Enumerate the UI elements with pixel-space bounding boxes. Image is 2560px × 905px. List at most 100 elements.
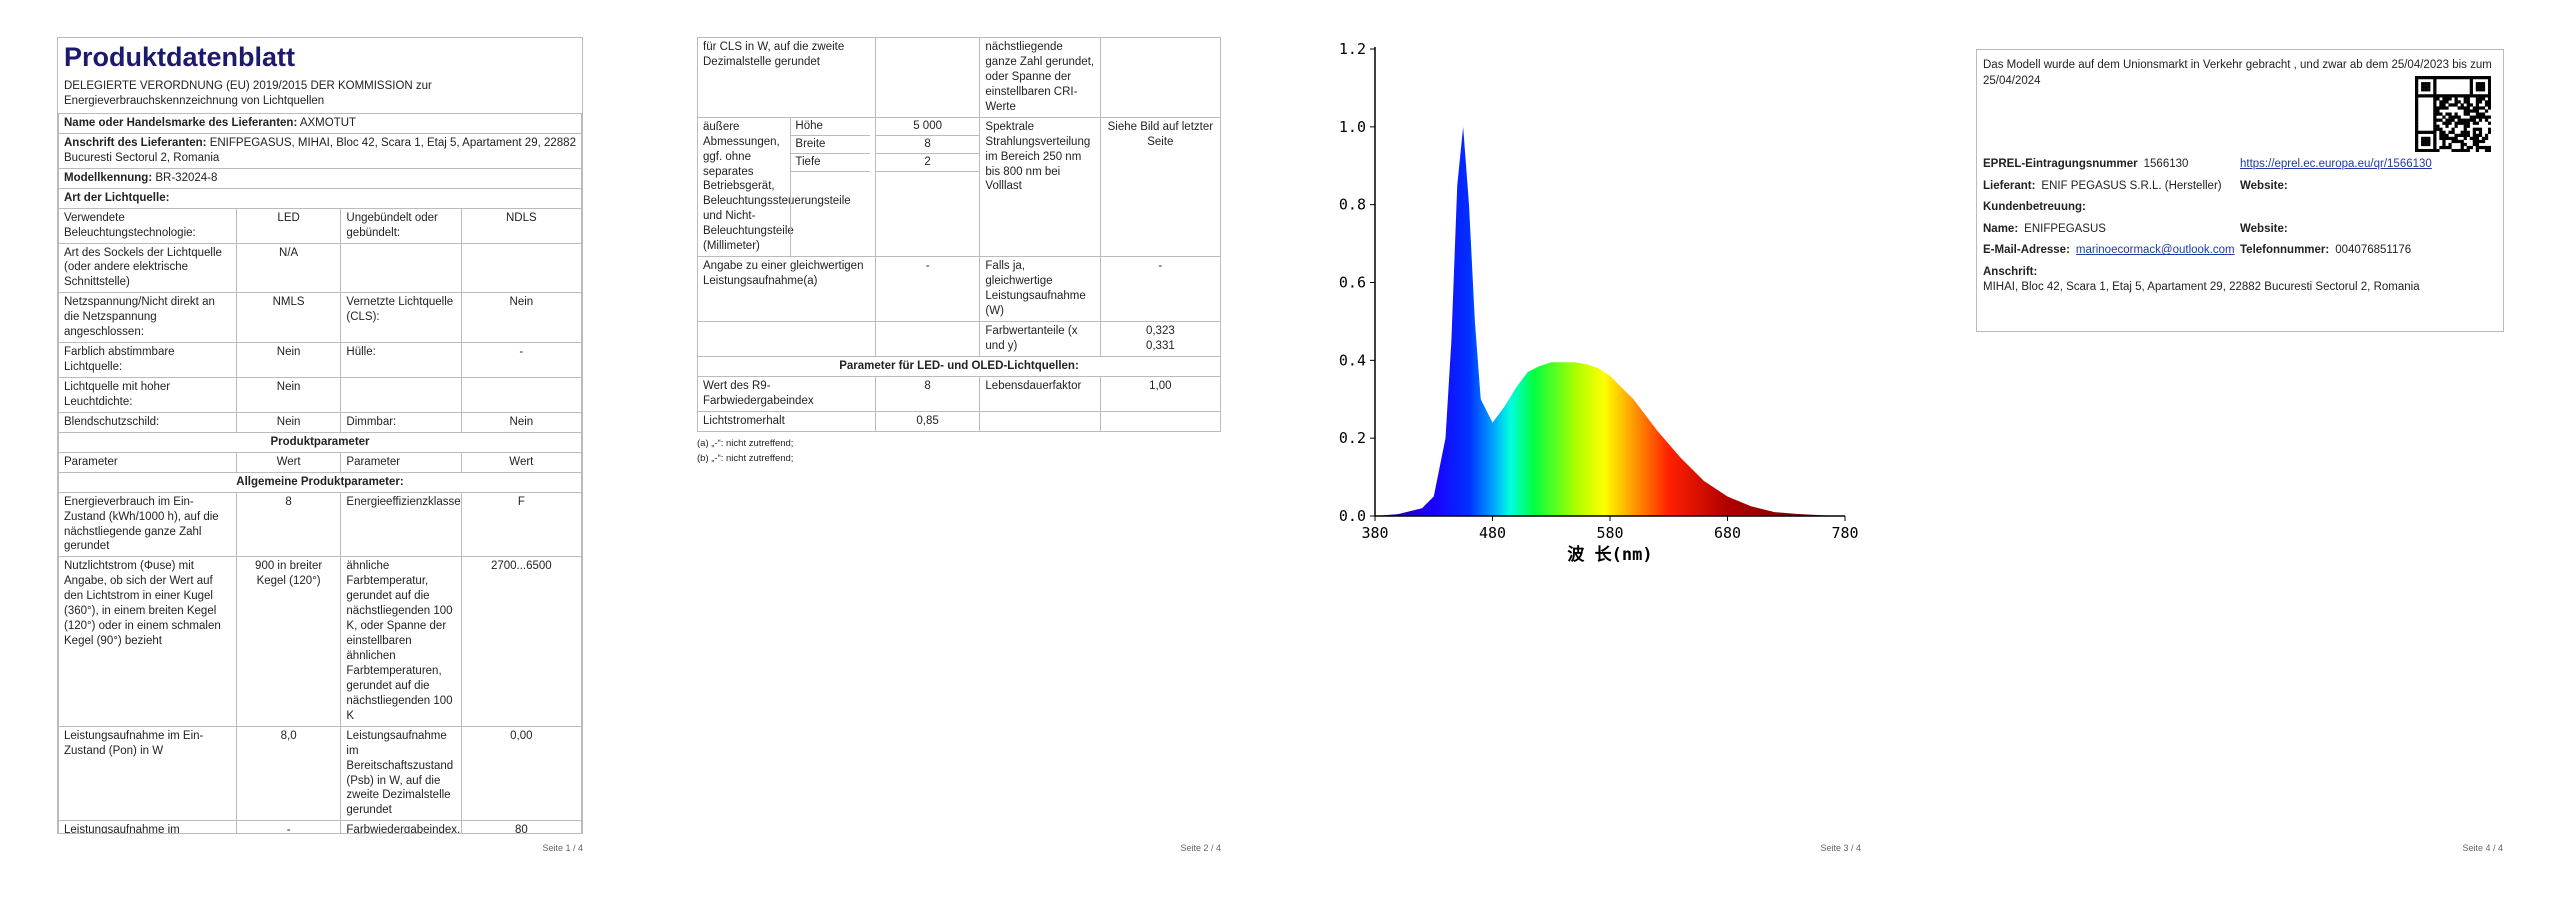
qr-module xyxy=(2472,118,2476,122)
cell: ähnliche Farbtemperatur, gerundet auf di… xyxy=(340,556,462,727)
qr-module xyxy=(2466,109,2470,113)
qr-module xyxy=(2454,103,2458,107)
qr-module xyxy=(2427,142,2431,147)
qr-module xyxy=(2475,106,2480,110)
cell: Hülle: xyxy=(340,342,462,379)
qr-module xyxy=(2454,94,2458,98)
cell: Nein xyxy=(460,292,582,344)
qr-module xyxy=(2475,127,2480,131)
footnote: (a) „-“: nicht zutreffend; xyxy=(697,437,794,449)
qr-module xyxy=(2415,109,2419,113)
cell xyxy=(340,377,462,413)
qr-module xyxy=(2427,94,2431,98)
fields: EPREL-Eintragungsnummer 1566130 https://ep… xyxy=(1983,157,2497,296)
qr-module xyxy=(2475,88,2480,92)
qr-module xyxy=(2415,91,2419,95)
qr-module xyxy=(2469,103,2473,107)
y-tick-label: 0.2 xyxy=(1339,429,1366,447)
table-row: Art der Lichtquelle: xyxy=(58,187,582,209)
qr-module xyxy=(2436,109,2440,113)
field-row: Anschrift: MIHAI, Bloc 42, Scara 1, Etaj … xyxy=(1983,265,2497,296)
qr-module xyxy=(2445,94,2449,98)
dim-value: 8 xyxy=(875,136,980,154)
qr-module xyxy=(2469,145,2473,150)
footnote: (b) „-“: nicht zutreffend; xyxy=(697,452,794,464)
qr-module xyxy=(2421,148,2425,152)
qr-module xyxy=(2472,130,2476,134)
dim-value: 5 000 xyxy=(875,118,980,136)
qr-module xyxy=(2472,136,2476,141)
qr-module xyxy=(2481,106,2486,110)
qr-module xyxy=(2448,97,2452,101)
qr-module xyxy=(2415,100,2419,104)
qr-module xyxy=(2427,139,2431,144)
qr-module xyxy=(2484,94,2489,98)
qr-module xyxy=(2433,148,2437,152)
cell: - xyxy=(460,342,582,379)
link[interactable]: https://eprel.ec.europa.eu/qr/1566130 xyxy=(2240,158,2432,171)
field: Anschrift: MIHAI, Bloc 42, Scara 1, Etaj … xyxy=(1983,265,2497,296)
qr-module xyxy=(2424,76,2428,80)
table-row: äußere Abmessungen, ggf. ohne separates … xyxy=(697,116,1222,258)
cell: Farbwiedergabeindex, auf die xyxy=(340,820,462,833)
qr-module xyxy=(2442,142,2446,147)
cell: - xyxy=(235,820,342,833)
qr-module xyxy=(2427,76,2431,80)
qr-module xyxy=(2481,136,2486,141)
qr-module xyxy=(2439,94,2443,98)
qr-module xyxy=(2424,139,2428,144)
cell xyxy=(874,37,981,118)
qr-module xyxy=(2472,142,2476,147)
qr-module xyxy=(2451,103,2455,107)
qr-module xyxy=(2463,76,2467,80)
qr-module xyxy=(2475,115,2480,119)
cell: Dimmbar: xyxy=(340,411,462,433)
cell: Wert des R9-Farbwiedergabeindex xyxy=(697,375,876,412)
qr-module xyxy=(2484,76,2489,80)
qr-module xyxy=(2478,112,2483,116)
cell: 0,323 0,331 xyxy=(1099,320,1222,357)
qr-module xyxy=(2454,148,2458,152)
field-cell: Anschrift des Lieferanten: ENIFPEGASUS, … xyxy=(58,132,582,169)
dim-name: Tiefe xyxy=(791,154,870,172)
qr-module xyxy=(2415,148,2419,152)
qr-module xyxy=(2442,130,2446,134)
qr-module xyxy=(2475,148,2480,152)
qr-module xyxy=(2481,76,2486,80)
cell: Verwendete Beleuchtungstechnologie: xyxy=(58,207,237,244)
cell: Vernetzte Lichtquelle (CLS): xyxy=(340,292,462,344)
table-row: Angabe zu einer gleichwertigen Leistungs… xyxy=(697,256,1222,322)
qr-module xyxy=(2466,118,2470,122)
link[interactable]: marinoecormack@outlook.com xyxy=(2075,244,2235,257)
qr-module xyxy=(2421,76,2425,80)
qr-module xyxy=(2433,82,2437,86)
cell: Blendschutzschild: xyxy=(58,411,237,433)
qr-module xyxy=(2439,106,2443,110)
qr-module xyxy=(2433,106,2437,110)
qr-module xyxy=(2460,103,2464,107)
qr-module xyxy=(2466,130,2470,134)
table-row: Energieverbrauch im Ein-Zustand (kWh/100… xyxy=(58,491,582,558)
x-tick-label: 680 xyxy=(1714,524,1741,542)
qr-module xyxy=(2448,142,2452,147)
qr-module xyxy=(2469,118,2473,122)
qr-module xyxy=(2430,94,2434,98)
qr-module xyxy=(2463,142,2467,147)
field: Telefonnummer: 004076851176 xyxy=(2240,243,2497,259)
qr-module xyxy=(2451,136,2455,141)
table-row: Name oder Handelsmarke des Lieferanten: … xyxy=(58,112,582,134)
qr-module xyxy=(2442,97,2446,101)
qr-module xyxy=(2415,94,2419,98)
qr-module xyxy=(2460,76,2464,80)
x-tick-label: 480 xyxy=(1479,524,1506,542)
cell xyxy=(979,410,1101,432)
qr-module xyxy=(2478,118,2483,122)
qr-module xyxy=(2478,139,2483,144)
qr-module xyxy=(2415,139,2419,144)
cell xyxy=(1099,410,1222,432)
table-row: Anschrift des Lieferanten: ENIFPEGASUS, … xyxy=(58,132,582,169)
qr-module xyxy=(2442,103,2446,107)
field: https://eprel.ec.europa.eu/qr/1566130 xyxy=(2240,157,2497,173)
spectrum-chart: 0.0 0.2 0.4 0.6 0.8 1.0 1.2 380 480 580 680 780 波 长(… xyxy=(1339,40,1859,565)
qr-module xyxy=(2457,106,2461,110)
